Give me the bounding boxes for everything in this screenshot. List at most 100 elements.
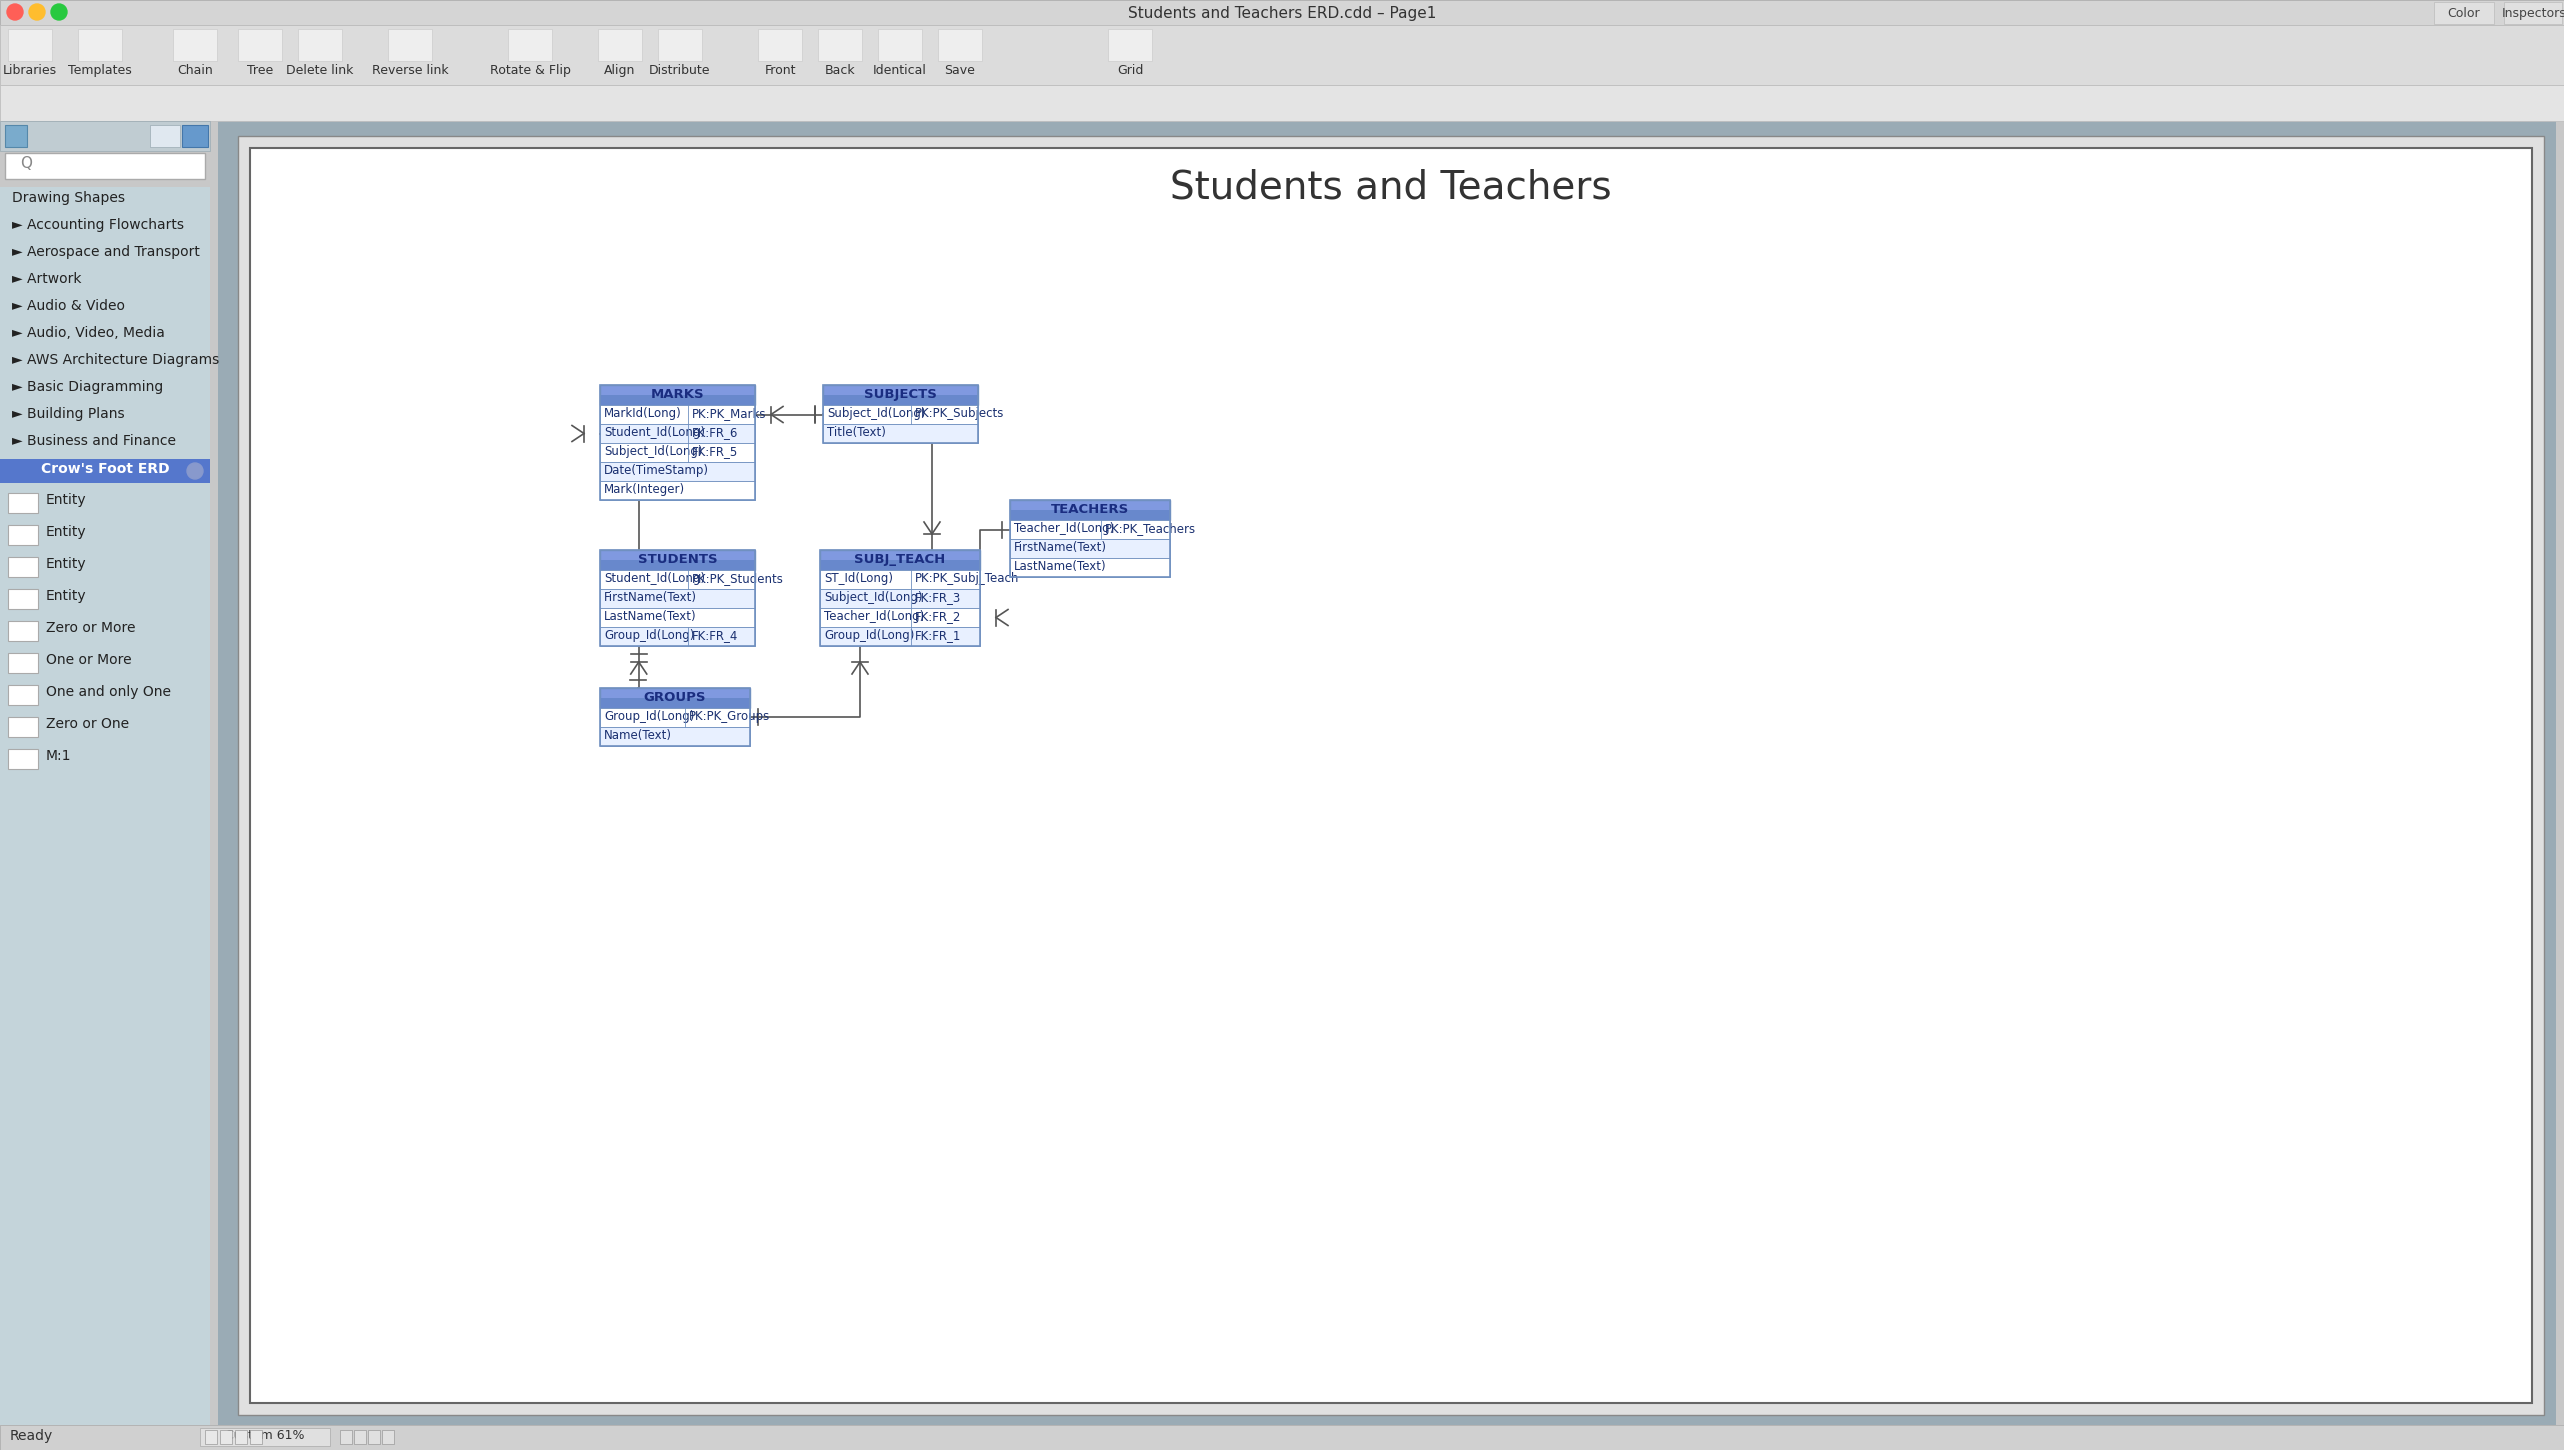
Circle shape: [187, 463, 203, 478]
Bar: [8, 716, 38, 737]
Bar: [600, 444, 754, 463]
Text: Name(Text): Name(Text): [605, 729, 672, 742]
Bar: [369, 1430, 379, 1444]
Text: Ready: Ready: [10, 1430, 54, 1443]
Text: GROUPS: GROUPS: [644, 692, 705, 705]
Text: FK:FR_2: FK:FR_2: [915, 610, 962, 624]
Bar: [221, 1430, 231, 1444]
Bar: [1010, 521, 1169, 539]
Text: Date(TimeStamp): Date(TimeStamp): [605, 464, 710, 477]
Text: ► AWS Architecture Diagrams: ► AWS Architecture Diagrams: [13, 352, 221, 367]
Text: FK:FR_5: FK:FR_5: [692, 445, 738, 458]
Text: Teacher_Id(Long): Teacher_Id(Long): [1013, 522, 1115, 535]
Text: SUBJECTS: SUBJECTS: [864, 389, 936, 402]
Text: ► Business and Finance: ► Business and Finance: [13, 434, 177, 448]
Bar: [823, 394, 977, 405]
Text: FirstName(Text): FirstName(Text): [605, 592, 697, 605]
Bar: [354, 1430, 367, 1444]
Bar: [341, 1430, 351, 1444]
Text: FK:FR_1: FK:FR_1: [915, 629, 962, 642]
Bar: [938, 29, 982, 61]
Bar: [508, 29, 551, 61]
Bar: [2433, 1, 2495, 25]
Text: STUDENTS: STUDENTS: [638, 552, 718, 566]
Text: PK:PK_Subjects: PK:PK_Subjects: [915, 407, 1005, 420]
Text: Front: Front: [764, 64, 795, 77]
Bar: [600, 550, 754, 647]
Text: Zero or More: Zero or More: [46, 621, 136, 635]
Bar: [820, 550, 979, 647]
Text: ► Accounting Flowcharts: ► Accounting Flowcharts: [13, 218, 185, 232]
Bar: [238, 136, 2543, 1415]
Text: ► Audio & Video: ► Audio & Video: [13, 299, 126, 313]
Text: Subject_Id(Long): Subject_Id(Long): [605, 445, 703, 458]
Bar: [1108, 29, 1151, 61]
Bar: [823, 386, 977, 444]
Bar: [1010, 500, 1169, 521]
Text: Group_Id(Long): Group_Id(Long): [605, 710, 695, 724]
Bar: [818, 29, 862, 61]
Text: Chain: Chain: [177, 64, 213, 77]
Text: Color: Color: [2449, 6, 2479, 19]
Bar: [820, 560, 979, 570]
Bar: [387, 29, 431, 61]
Text: TEACHERS: TEACHERS: [1051, 503, 1128, 516]
Text: PK:PK_Subj_Teach: PK:PK_Subj_Teach: [915, 571, 1020, 584]
Bar: [1010, 539, 1169, 558]
Text: Entity: Entity: [46, 525, 87, 539]
Bar: [820, 626, 979, 647]
Bar: [77, 29, 123, 61]
Text: M:1: M:1: [46, 750, 72, 763]
Text: Rotate & Flip: Rotate & Flip: [490, 64, 569, 77]
Text: Title(Text): Title(Text): [828, 426, 887, 439]
Text: Entity: Entity: [46, 589, 87, 603]
Text: Student_Id(Long): Student_Id(Long): [605, 426, 705, 439]
Text: Save: Save: [944, 64, 974, 77]
Text: Back: Back: [826, 64, 856, 77]
Text: Custom 61%: Custom 61%: [226, 1430, 305, 1441]
Text: Inspectors: Inspectors: [2502, 6, 2564, 19]
Bar: [820, 589, 979, 608]
Bar: [600, 550, 754, 570]
Bar: [823, 423, 977, 444]
Bar: [600, 687, 751, 708]
Bar: [0, 460, 210, 483]
Text: ST_Id(Long): ST_Id(Long): [823, 571, 892, 584]
Text: Group_Id(Long): Group_Id(Long): [823, 629, 915, 642]
Text: FirstName(Text): FirstName(Text): [1013, 541, 1108, 554]
Text: Student_Id(Long): Student_Id(Long): [605, 571, 705, 584]
Bar: [600, 405, 754, 423]
Text: ► Aerospace and Transport: ► Aerospace and Transport: [13, 245, 200, 260]
Bar: [600, 394, 754, 405]
Text: Libraries: Libraries: [3, 64, 56, 77]
Bar: [5, 154, 205, 178]
Bar: [1010, 510, 1169, 521]
Text: Crow's Foot ERD: Crow's Foot ERD: [41, 463, 169, 476]
Text: Distribute: Distribute: [649, 64, 710, 77]
Text: Templates: Templates: [69, 64, 131, 77]
Text: PK:PK_Teachers: PK:PK_Teachers: [1105, 522, 1197, 535]
Bar: [172, 29, 218, 61]
Bar: [600, 697, 751, 708]
Text: Mark(Integer): Mark(Integer): [605, 483, 685, 496]
Bar: [8, 557, 38, 577]
Text: Q: Q: [21, 157, 31, 171]
Bar: [1010, 558, 1169, 577]
Text: ► Building Plans: ► Building Plans: [13, 407, 126, 420]
Bar: [877, 29, 923, 61]
Bar: [1010, 500, 1169, 577]
Bar: [8, 621, 38, 641]
Text: Zero or One: Zero or One: [46, 716, 128, 731]
Text: Reverse link: Reverse link: [372, 64, 449, 77]
Text: FK:FR_3: FK:FR_3: [915, 592, 962, 605]
Bar: [8, 589, 38, 609]
Bar: [600, 386, 754, 500]
Bar: [2505, 1, 2561, 25]
Bar: [0, 1425, 2564, 1450]
Bar: [659, 29, 703, 61]
Text: FK:FR_6: FK:FR_6: [692, 426, 738, 439]
Bar: [600, 726, 751, 745]
Bar: [238, 29, 282, 61]
Text: ► Audio, Video, Media: ► Audio, Video, Media: [13, 326, 164, 339]
Text: Group_Id(Long): Group_Id(Long): [605, 629, 695, 642]
